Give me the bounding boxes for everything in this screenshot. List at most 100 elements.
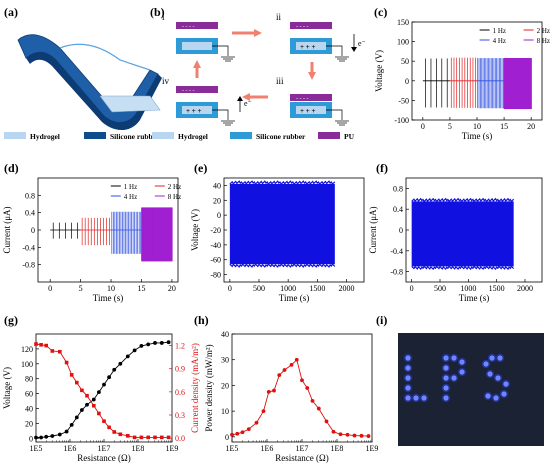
series-8hz — [503, 58, 532, 110]
x-tick-label: 1E7 — [296, 444, 309, 453]
y-axis-label: Voltage (V) — [374, 50, 384, 92]
x-tick-label: 1E6 — [261, 444, 274, 453]
signal-envelope — [229, 183, 335, 265]
led-photo — [398, 333, 544, 446]
led-dot — [443, 385, 449, 391]
legend-text-hydrogel-a: Hydrogel — [30, 132, 60, 141]
electron-label: e⁻ — [358, 39, 366, 48]
x-tick-label: 1E5 — [30, 444, 43, 453]
data-point — [166, 340, 171, 345]
data-point — [118, 361, 123, 366]
y-tick-label: -0.4 — [22, 243, 35, 252]
data-point — [69, 373, 74, 377]
hydrogel-layer — [182, 106, 212, 114]
x-axis-label: Resistance (Ω) — [77, 453, 130, 463]
y-tick-label: 0 — [31, 226, 35, 235]
led-dot — [495, 375, 501, 381]
mechanism-step-i: i - - - - — [162, 12, 235, 62]
y-axis-label: Current (μA) — [2, 206, 12, 253]
envelope-upper-edge — [229, 180, 336, 185]
data-point — [359, 433, 364, 438]
envelope-lower-edge — [229, 263, 336, 268]
pu-layer — [290, 94, 332, 101]
chart-h-power-resistance: 1E5 1E6 1E7 1E8 1E9 0 10 20 30 40 Resistance (Ω) Po… — [204, 330, 378, 463]
data-point — [50, 349, 55, 353]
panel-label-g: (g) — [4, 313, 18, 327]
arrow-ii-to-iii — [308, 62, 316, 80]
data-point — [310, 398, 315, 403]
data-point — [146, 342, 151, 347]
chart-f-current-durability: 0 500 1000 1500 2000 -0.8 -0.4 0 0.4 0.8 Time (s) C… — [368, 177, 543, 303]
data-point — [331, 429, 336, 434]
y-tick-label: 120 — [21, 345, 33, 354]
x-tick-label: 1E5 — [226, 444, 239, 453]
positive-charges: + + + — [186, 107, 201, 115]
legend: 1 Hz 2 Hz 4 Hz 8 Hz — [479, 27, 550, 45]
data-point — [352, 433, 357, 438]
data-point — [235, 431, 240, 436]
panel-label-i: (i) — [376, 313, 387, 327]
pu-layer — [176, 86, 218, 93]
x-tick-label: 0 — [228, 284, 232, 293]
data-point — [64, 360, 69, 365]
electron-flow-down: e⁻ — [351, 34, 366, 52]
y-axis-label: Power density (mW/m²) — [204, 344, 214, 431]
data-point — [102, 382, 106, 387]
legend-swatch-silicone-b — [230, 132, 252, 139]
data-point — [50, 434, 55, 438]
data-point — [316, 406, 321, 411]
data-point — [153, 435, 157, 440]
y-tick-label: 20 — [25, 419, 33, 428]
y-tick-label: 50 — [401, 57, 409, 66]
x-axis-label: Time (s) — [279, 293, 309, 303]
y-tick-label: 20 — [221, 381, 229, 390]
data-point — [58, 349, 62, 354]
data-point — [39, 343, 43, 347]
data-point — [261, 409, 266, 414]
led-dot — [443, 365, 449, 371]
panel-label-b: (b) — [150, 5, 165, 19]
chart-d-current-frequency: 0 5 10 15 20 -0.8 -0.4 0 0.4 0.8 Time (s) Current (… — [2, 177, 181, 303]
data-point — [85, 393, 89, 398]
led-dot — [405, 355, 411, 361]
x-tick-label: 20 — [527, 122, 535, 131]
legend: 1 Hz 2 Hz 4 Hz 8 Hz — [110, 183, 181, 201]
data-point — [266, 389, 271, 394]
legend-entry: 2 Hz — [168, 183, 181, 191]
led-array — [403, 353, 511, 403]
x-tick-label: 1E8 — [132, 444, 145, 453]
data-point — [44, 343, 48, 348]
x-axis-label: Time (s) — [462, 131, 492, 141]
legend-entry: 8 Hz — [537, 37, 550, 45]
pu-layer — [290, 22, 332, 29]
data-point — [64, 429, 69, 434]
y-right-axis-label: Current density (mA/m²) — [190, 343, 200, 433]
x-tick-label: 0 — [48, 284, 52, 293]
data-point — [74, 415, 79, 420]
x-tick-label: 2000 — [517, 284, 533, 293]
y-tick-label: -50 — [398, 96, 409, 105]
y-tick-label: 0.4 — [25, 209, 35, 218]
series-8hz — [141, 207, 173, 262]
data-point — [366, 434, 371, 438]
legend-swatch-pu-b — [318, 132, 340, 139]
data-point — [159, 341, 164, 345]
negative-charges: - - - - — [182, 24, 195, 30]
x-tick-label: 1E9 — [166, 444, 179, 453]
y-tick-label: -80 — [210, 271, 221, 280]
panel-label-h: (h) — [194, 313, 209, 327]
panel-label-e: (e) — [194, 161, 207, 175]
led-dot — [405, 385, 411, 391]
y-tick-label: 0 — [217, 211, 221, 220]
pu-layer — [176, 22, 218, 29]
data-point — [92, 403, 96, 408]
sensor-3d-illustration — [17, 34, 162, 131]
data-point — [91, 397, 96, 402]
mechanism-schematic: i - - - - ii - - - - + + + iii - - - - + + + iv -… — [162, 12, 366, 126]
data-point — [34, 342, 38, 346]
led-dot — [443, 375, 449, 381]
data-point — [153, 341, 157, 345]
panel-label-d: (d) — [4, 161, 19, 175]
negative-charges: - - - - — [296, 24, 309, 30]
led-dot — [451, 355, 457, 361]
